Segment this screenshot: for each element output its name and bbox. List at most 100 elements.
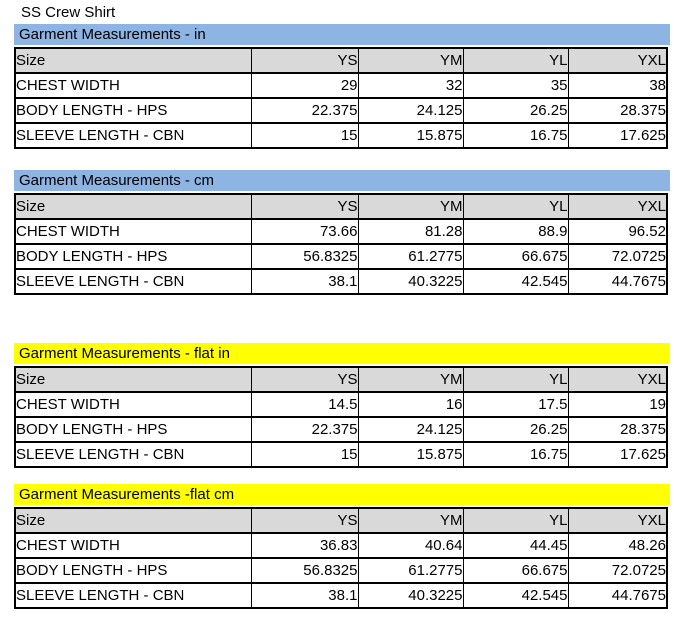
size-header-cell: Size [14,47,252,74]
measurements-table-flat-in: Size YS YM YL YXL CHEST WIDTH 14.5 16 17… [14,366,668,468]
value-cell: 17.625 [567,441,668,468]
value-cell: 15 [250,122,359,149]
measurement-section-flat-in: Garment Measurements - flat in Size YS Y… [14,343,674,468]
measurements-table-flat-cm: Size YS YM YL YXL CHEST WIDTH 36.83 40.6… [14,507,668,609]
value-cell: 56.8325 [250,557,359,584]
row-label: CHEST WIDTH [14,391,252,418]
size-header-cell: Size [14,193,252,220]
value-cell: 16 [357,391,464,418]
value-cell: 24.125 [357,97,464,124]
column-header: YM [357,366,464,393]
value-cell: 42.545 [462,582,569,609]
column-header: YL [462,193,569,220]
row-label: SLEEVE LENGTH - CBN [14,122,252,149]
column-header: YM [357,47,464,74]
value-cell: 56.8325 [250,243,359,270]
value-cell: 22.375 [250,416,359,443]
value-cell: 28.375 [567,416,668,443]
page-title: SS Crew Shirt [21,4,116,21]
column-header: YL [462,507,569,534]
table-row: CHEST WIDTH 73.66 81.28 88.9 96.52 [14,218,668,245]
value-cell: 17.5 [462,391,569,418]
value-cell: 28.375 [567,97,668,124]
table-row: SLEEVE LENGTH - CBN 15 15.875 16.75 17.6… [14,441,668,468]
value-cell: 61.2775 [357,557,464,584]
value-cell: 14.5 [250,391,359,418]
value-cell: 44.7675 [567,582,668,609]
measurement-section-cm: Garment Measurements - cm Size YS YM YL … [14,170,674,295]
row-label: SLEEVE LENGTH - CBN [14,268,252,295]
value-cell: 29 [250,72,359,99]
table-title: Garment Measurements - in [19,26,206,43]
value-cell: 40.3225 [357,582,464,609]
table-title-bar: Garment Measurements - cm [14,170,670,191]
row-label: BODY LENGTH - HPS [14,416,252,443]
size-header-cell: Size [14,366,252,393]
value-cell: 44.7675 [567,268,668,295]
table-row: CHEST WIDTH 29 32 35 38 [14,72,668,99]
measurement-section-in: Garment Measurements - in Size YS YM YL … [14,24,674,149]
table-row: SLEEVE LENGTH - CBN 38.1 40.3225 42.545 … [14,268,668,295]
value-cell: 15.875 [357,441,464,468]
measurement-section-flat-cm: Garment Measurements -flat cm Size YS YM… [14,484,674,609]
column-header: YL [462,47,569,74]
table-header-row: Size YS YM YL YXL [14,366,668,393]
table-title-bar: Garment Measurements -flat cm [14,484,670,505]
row-label: BODY LENGTH - HPS [14,557,252,584]
value-cell: 61.2775 [357,243,464,270]
column-header: YS [250,366,359,393]
column-header: YXL [567,47,668,74]
value-cell: 17.625 [567,122,668,149]
row-label: BODY LENGTH - HPS [14,243,252,270]
value-cell: 35 [462,72,569,99]
value-cell: 40.3225 [357,268,464,295]
value-cell: 66.675 [462,557,569,584]
value-cell: 38 [567,72,668,99]
value-cell: 40.64 [357,532,464,559]
value-cell: 38.1 [250,268,359,295]
measurements-table-in: Size YS YM YL YXL CHEST WIDTH 29 32 35 3… [14,47,668,149]
value-cell: 81.28 [357,218,464,245]
column-header: YS [250,507,359,534]
table-row: SLEEVE LENGTH - CBN 15 15.875 16.75 17.6… [14,122,668,149]
value-cell: 32 [357,72,464,99]
table-row: BODY LENGTH - HPS 22.375 24.125 26.25 28… [14,97,668,124]
value-cell: 36.83 [250,532,359,559]
value-cell: 38.1 [250,582,359,609]
column-header: YXL [567,507,668,534]
value-cell: 19 [567,391,668,418]
value-cell: 88.9 [462,218,569,245]
table-row: BODY LENGTH - HPS 56.8325 61.2775 66.675… [14,243,668,270]
table-header-row: Size YS YM YL YXL [14,193,668,220]
table-title: Garment Measurements - cm [19,172,215,189]
size-header-cell: Size [14,507,252,534]
value-cell: 16.75 [462,122,569,149]
table-row: CHEST WIDTH 36.83 40.64 44.45 48.26 [14,532,668,559]
value-cell: 66.675 [462,243,569,270]
table-row: BODY LENGTH - HPS 22.375 24.125 26.25 28… [14,416,668,443]
value-cell: 16.75 [462,441,569,468]
table-title: Garment Measurements - flat in [19,345,230,362]
column-header: YS [250,47,359,74]
table-row: SLEEVE LENGTH - CBN 38.1 40.3225 42.545 … [14,582,668,609]
value-cell: 72.0725 [567,557,668,584]
column-header: YM [357,507,464,534]
table-header-row: Size YS YM YL YXL [14,47,668,74]
row-label: CHEST WIDTH [14,532,252,559]
measurements-table-cm: Size YS YM YL YXL CHEST WIDTH 73.66 81.2… [14,193,668,295]
table-title: Garment Measurements -flat cm [19,486,235,503]
value-cell: 24.125 [357,416,464,443]
column-header: YM [357,193,464,220]
value-cell: 15 [250,441,359,468]
table-row: BODY LENGTH - HPS 56.8325 61.2775 66.675… [14,557,668,584]
row-label: SLEEVE LENGTH - CBN [14,441,252,468]
value-cell: 73.66 [250,218,359,245]
table-row: CHEST WIDTH 14.5 16 17.5 19 [14,391,668,418]
value-cell: 26.25 [462,97,569,124]
value-cell: 15.875 [357,122,464,149]
table-title-bar: Garment Measurements - in [14,24,670,45]
value-cell: 22.375 [250,97,359,124]
value-cell: 42.545 [462,268,569,295]
value-cell: 26.25 [462,416,569,443]
